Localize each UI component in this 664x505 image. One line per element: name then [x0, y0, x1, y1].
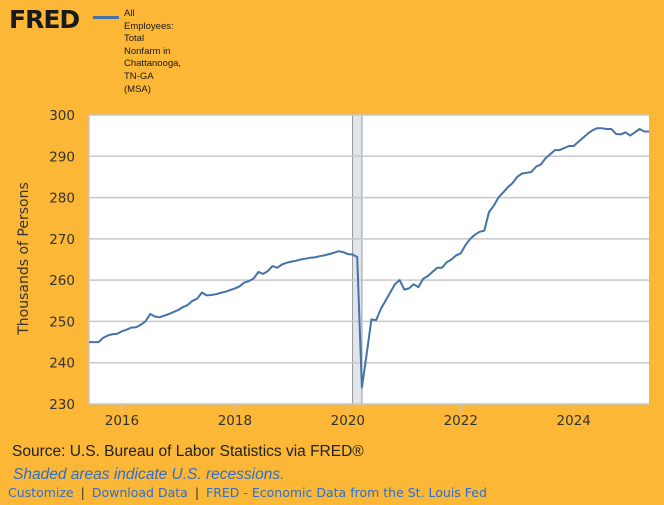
x-tick-label: 2018	[218, 413, 252, 429]
legend-line: Nonfarm in	[124, 45, 171, 57]
x-tick-label: 2016	[105, 413, 139, 429]
legend-line: Total	[124, 33, 145, 45]
legend-line-swatch	[93, 16, 119, 19]
y-tick-label: 230	[49, 397, 75, 413]
y-tick-label: 280	[49, 191, 75, 207]
x-tick-label: 2024	[557, 413, 591, 429]
series-line	[89, 127, 649, 389]
fred-logo: FRED	[9, 5, 80, 34]
y-tick-label: 250	[49, 314, 75, 330]
recession-note: Shaded areas indicate U.S. recessions.	[13, 466, 285, 483]
y-tick-label: 260	[49, 273, 75, 289]
legend-label: All Employees: Total Nonfarm in Chattano…	[124, 8, 204, 96]
y-axis-label: Thousands of Persons	[16, 182, 32, 336]
line-chart: 2016 2018 2020 2022 2024 230 240 250 260 270 280 2…	[16, 108, 649, 429]
link-separator: |	[80, 485, 85, 500]
source-note: Source: U.S. Bureau of Labor Statistics …	[12, 443, 364, 460]
footer-links: Customize | Download Data | FRED - Economic …	[8, 485, 487, 500]
customize-link[interactable]: Customize	[8, 485, 74, 500]
y-tick-label: 290	[49, 149, 75, 165]
legend-line: All	[124, 8, 135, 19]
link-separator: |	[194, 485, 200, 500]
x-tick-label: 2020	[331, 413, 365, 429]
legend-line: (MSA)	[124, 83, 151, 95]
legend-line: Employees:	[124, 20, 174, 32]
y-tick-label: 270	[49, 232, 75, 248]
plot-area	[89, 115, 649, 404]
y-tick-label: 240	[49, 356, 75, 372]
x-tick-label: 2022	[444, 413, 478, 429]
download-data-link[interactable]: Download Data	[91, 485, 188, 500]
legend-line: Chattanooga,	[124, 58, 182, 70]
legend-line: TN-GA	[124, 70, 154, 82]
y-tick-label: 300	[49, 108, 75, 124]
fred-home-link[interactable]: FRED - Economic Data from the St. Louis …	[206, 485, 487, 500]
